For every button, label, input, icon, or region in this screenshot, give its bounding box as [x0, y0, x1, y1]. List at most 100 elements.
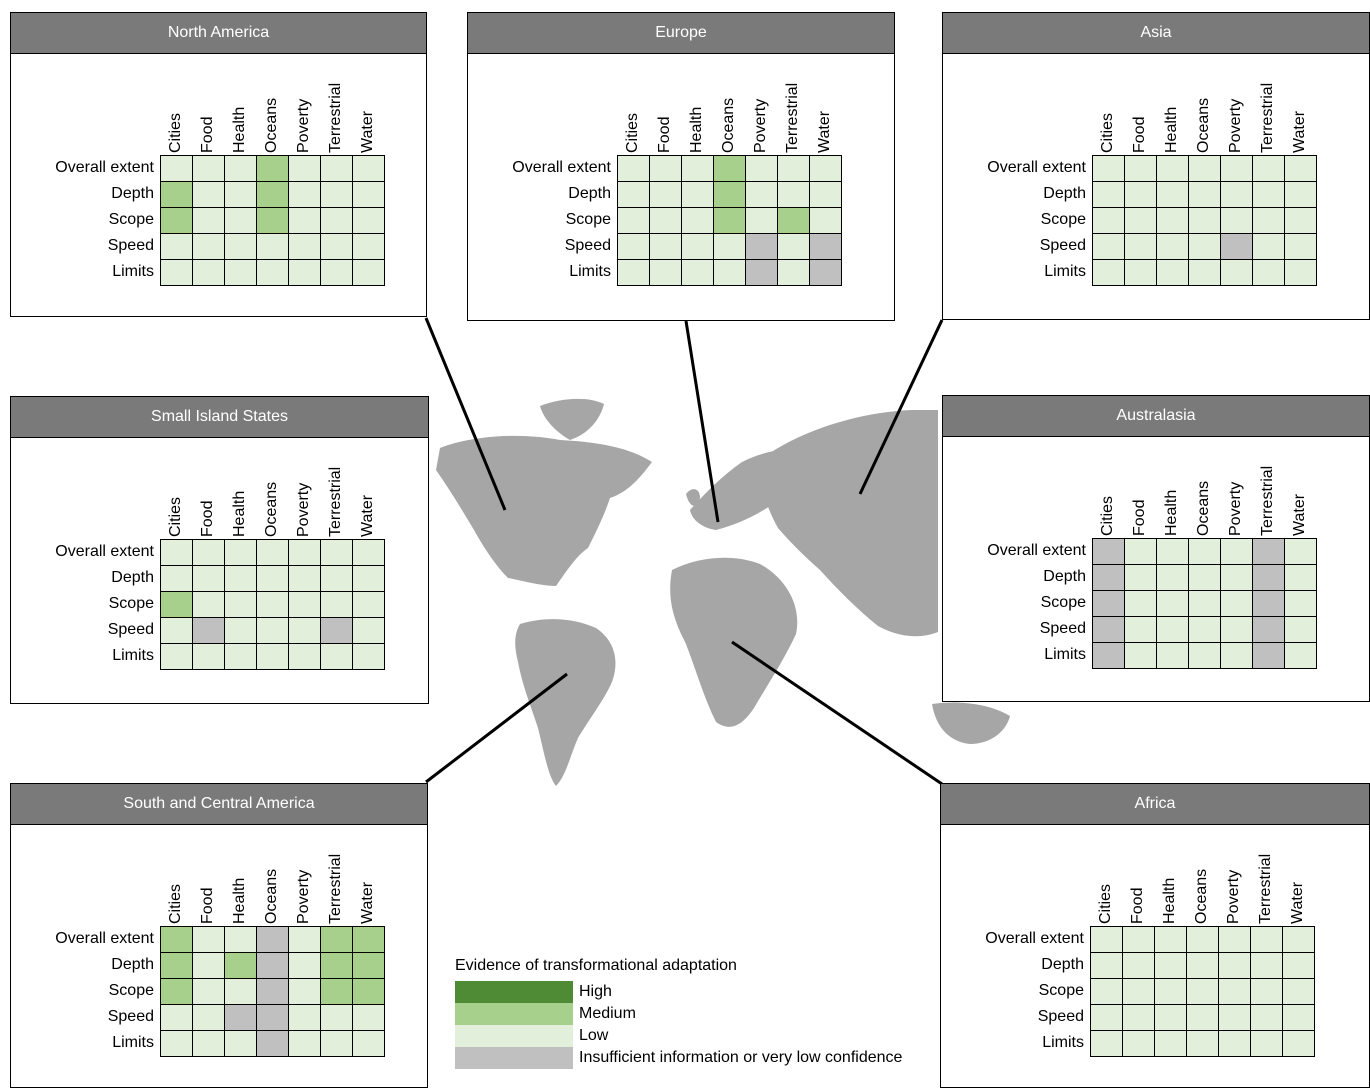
grid-cell [1090, 978, 1123, 1005]
row-label: Depth [111, 185, 154, 202]
grid-cell [192, 539, 225, 566]
row-label: Overall extent [55, 543, 154, 560]
grid-cell [224, 643, 257, 670]
column-label-text: Poverty [752, 98, 769, 153]
column-labels: Cities Food Health Oceans Poverty Terrestrial… [1094, 65, 1318, 155]
grid-cell [1122, 952, 1155, 979]
column-label: Oceans [258, 65, 290, 155]
panel-title: North America [11, 13, 426, 54]
row-labels: Overall extent Depth Scope Speed Limits [941, 926, 1086, 1056]
grid-cell [681, 233, 714, 260]
grid-cell [745, 207, 778, 234]
grid-cell [288, 617, 321, 644]
row-labels: Overall extent Depth Scope Speed Limits [11, 539, 156, 669]
greenland-landmass [540, 398, 604, 440]
grid-cell [352, 1004, 385, 1031]
grid-cell [1218, 926, 1251, 953]
grid-cell [1220, 207, 1253, 234]
column-label: Cities [162, 65, 194, 155]
legend-item: Low [455, 1025, 935, 1047]
column-label: Food [651, 65, 683, 155]
column-label: Water [1286, 448, 1318, 538]
grid-cell [160, 181, 193, 208]
column-label: Poverty [1220, 836, 1252, 926]
column-label: Food [1126, 448, 1158, 538]
row-label: Limits [112, 647, 154, 664]
grid-cell [1124, 590, 1157, 617]
grid-cell [320, 978, 353, 1005]
grid-cell [1252, 538, 1285, 565]
grid-cell [1282, 978, 1315, 1005]
column-label-text: Poverty [295, 869, 312, 924]
column-label: Health [226, 836, 258, 926]
grid-cell [649, 207, 682, 234]
legend-item: Insufficient information or very low con… [455, 1047, 935, 1069]
grid-cell [1156, 155, 1189, 182]
grid-cell [713, 259, 746, 286]
grid-row [160, 539, 385, 566]
column-label: Poverty [290, 836, 322, 926]
grid-cell [1122, 978, 1155, 1005]
grid-cell [1284, 642, 1317, 669]
grid-cell [192, 565, 225, 592]
grid-cell [256, 978, 289, 1005]
row-label: Depth [111, 956, 154, 973]
panel-australasia: Australasia Cities Food Health Oceans Poverty… [942, 395, 1370, 702]
row-labels: Overall extent Depth Scope Speed Limits [943, 538, 1088, 668]
grid-cell [224, 1004, 257, 1031]
grid-cell [777, 181, 810, 208]
column-label-text: Food [199, 116, 216, 153]
grid-cell [352, 207, 385, 234]
grid-cell [1186, 1004, 1219, 1031]
grid-cell [192, 617, 225, 644]
column-label: Oceans [1190, 448, 1222, 538]
column-label-text: Terrestrial [327, 466, 344, 537]
evidence-grid [1092, 155, 1317, 286]
row-label: Speed [1039, 620, 1086, 637]
panel-title: Europe [468, 13, 894, 54]
grid-cell [352, 617, 385, 644]
grid-cell [320, 155, 353, 182]
grid-cell [809, 155, 842, 182]
grid-cell [288, 565, 321, 592]
grid-cell [192, 155, 225, 182]
grid-cell [160, 1004, 193, 1031]
grid-cell [320, 643, 353, 670]
grid-row [1092, 181, 1317, 208]
grid-cell [192, 233, 225, 260]
panel-title: Australasia [943, 396, 1369, 437]
grid-cell [1092, 207, 1125, 234]
legend-swatch [455, 981, 573, 1003]
connector-south-america [425, 672, 568, 784]
grid-cell [1252, 181, 1285, 208]
row-label: Scope [108, 982, 154, 999]
legend-swatch [455, 1047, 573, 1069]
column-label-text: Food [656, 116, 673, 153]
grid-cell [288, 978, 321, 1005]
grid-cell [1252, 590, 1285, 617]
column-labels: Cities Food Health Oceans Poverty Terrestrial… [162, 65, 386, 155]
grid-cell [1250, 926, 1283, 953]
grid-cell [809, 233, 842, 260]
grid-cell [745, 155, 778, 182]
grid-row [160, 617, 385, 644]
grid-cell [1092, 233, 1125, 260]
grid-cell [1092, 564, 1125, 591]
column-label: Terrestrial [322, 836, 354, 926]
grid-cell [192, 1004, 225, 1031]
column-label: Oceans [258, 449, 290, 539]
grid-cell [1284, 155, 1317, 182]
grid-cell [256, 233, 289, 260]
column-label: Poverty [1222, 448, 1254, 538]
grid-cell [1218, 978, 1251, 1005]
grid-cell [777, 155, 810, 182]
grid-row [1092, 155, 1317, 182]
grid-cell [256, 952, 289, 979]
column-label: Oceans [1190, 65, 1222, 155]
column-labels: Cities Food Health Oceans Poverty Terrestrial… [1094, 448, 1318, 538]
column-label: Poverty [290, 449, 322, 539]
grid-cell [1124, 616, 1157, 643]
australia-landmass [932, 702, 1010, 744]
column-label: Terrestrial [1252, 836, 1284, 926]
grid-cell [1154, 926, 1187, 953]
